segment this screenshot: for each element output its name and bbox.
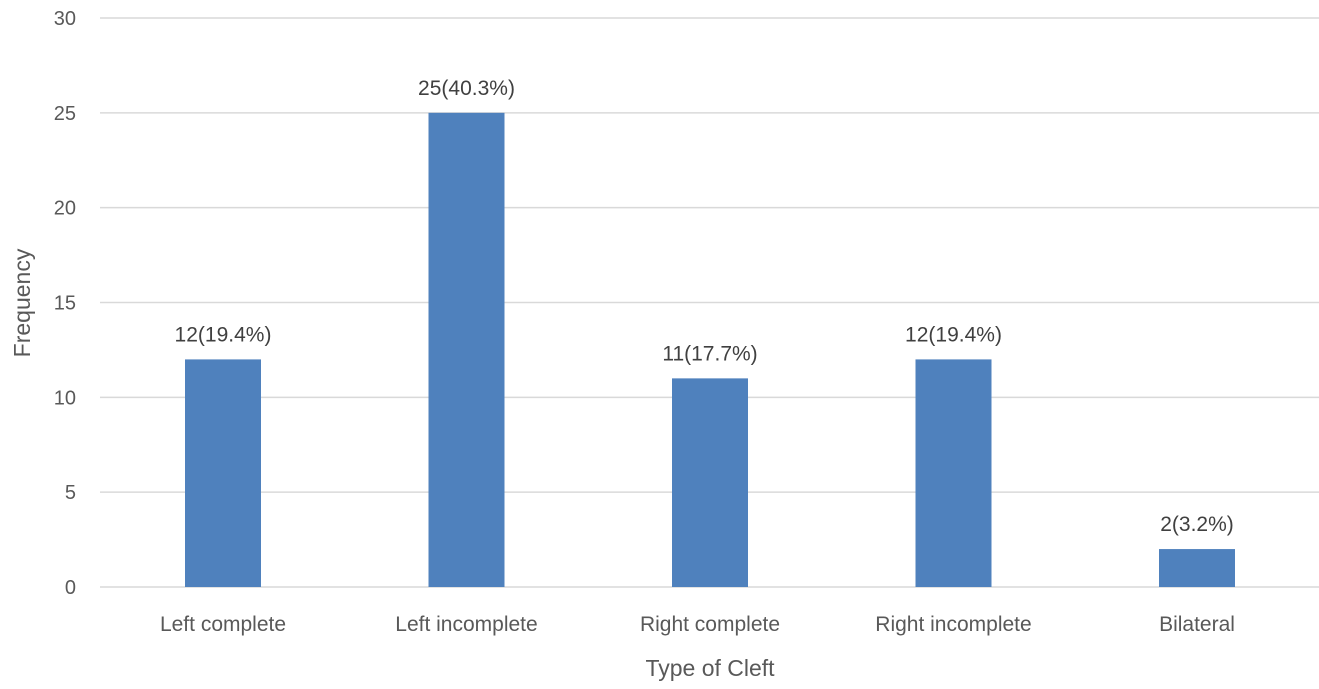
- x-tick-label-right-complete: Right complete: [640, 613, 780, 636]
- y-tick-label-20: 20: [54, 198, 76, 220]
- bar-left-incomplete: [428, 112, 505, 587]
- y-tick-label-25: 25: [54, 103, 76, 125]
- y-axis-title: Frequency: [9, 248, 35, 357]
- bar-right-complete: [672, 378, 748, 587]
- data-label-right-incomplete: 12(19.4%): [905, 323, 1002, 346]
- y-tick-label-30: 30: [54, 8, 76, 30]
- data-label-left-complete: 12(19.4%): [175, 323, 272, 346]
- y-tick-label-0: 0: [65, 577, 76, 599]
- x-axis-categories: Left complete Left incomplete Right comple…: [160, 613, 1235, 636]
- y-tick-label-5: 5: [65, 482, 76, 504]
- bar-bilateral: [1159, 549, 1235, 587]
- x-tick-label-bilateral: Bilateral: [1159, 613, 1235, 636]
- y-axis-ticks: 0 5 10 15 20 25 30: [54, 8, 76, 599]
- bar-right-incomplete: [915, 359, 992, 587]
- bar-left-complete: [185, 359, 261, 587]
- y-tick-label-15: 15: [54, 293, 76, 315]
- bars: [185, 112, 1235, 587]
- data-label-left-incomplete: 25(40.3%): [418, 77, 515, 100]
- x-tick-label-left-incomplete: Left incomplete: [395, 613, 537, 636]
- data-label-bilateral: 2(3.2%): [1160, 513, 1234, 536]
- y-tick-label-10: 10: [54, 387, 76, 409]
- x-tick-label-left-complete: Left complete: [160, 613, 286, 636]
- x-axis-title: Type of Cleft: [645, 655, 775, 681]
- data-labels: 12(19.4%) 25(40.3%) 11(17.7%) 12(19.4%) 2(3.…: [175, 77, 1234, 536]
- data-label-right-complete: 11(17.7%): [662, 342, 757, 365]
- x-tick-label-right-incomplete: Right incomplete: [875, 613, 1031, 636]
